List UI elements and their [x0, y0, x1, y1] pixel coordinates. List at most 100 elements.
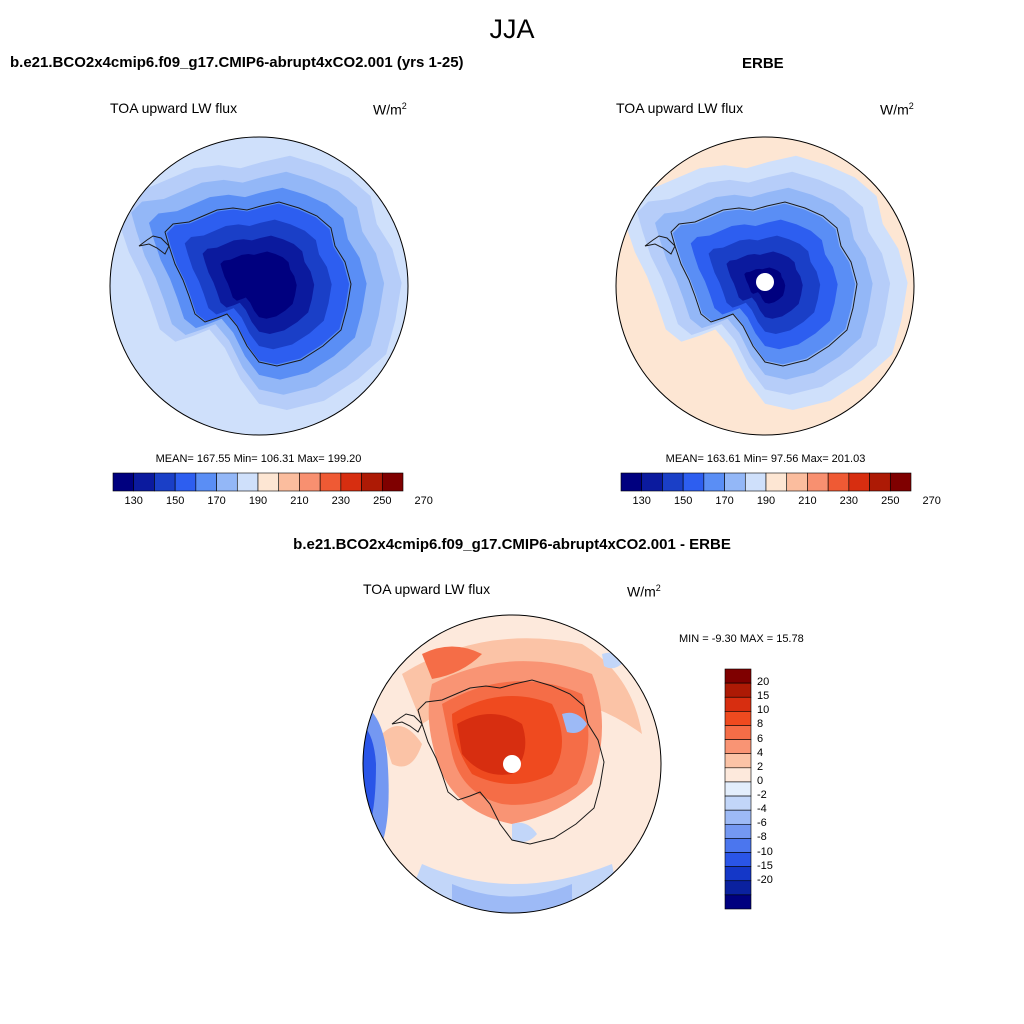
colorbar-box	[744, 472, 767, 492]
model-case-title: b.e21.BCO2x4cmip6.f09_g17.CMIP6-abrupt4x…	[10, 54, 464, 71]
colorbar-tick-label: 270	[414, 495, 433, 507]
colorbar-box	[340, 472, 362, 492]
colorbar-box	[620, 472, 643, 492]
obs-units: W/m2	[880, 101, 914, 118]
obs-colorbar	[620, 472, 912, 492]
colorbar-box	[724, 838, 752, 853]
colorbar-box	[216, 472, 238, 492]
colorbar-box	[889, 472, 912, 492]
colorbar-tick-label: 250	[881, 495, 900, 507]
colorbar-tick-label: -20	[757, 873, 773, 886]
colorbar-box	[724, 668, 752, 684]
obs-field-label: TOA upward LW flux	[616, 100, 744, 116]
colorbar-tick-label: 250	[373, 495, 392, 507]
colorbar-tick-label: 190	[756, 495, 776, 507]
colorbar-tick-label: 10	[757, 704, 770, 717]
colorbar-box	[807, 472, 829, 492]
diff-warm-region	[422, 646, 482, 679]
colorbar-tick-label: 4	[757, 746, 764, 759]
colorbar-box	[174, 472, 197, 492]
colorbar-box	[848, 472, 870, 492]
colorbar-box	[682, 472, 705, 492]
obs-case-title: ERBE	[742, 55, 784, 72]
colorbar-box	[278, 472, 300, 492]
colorbar-tick-label: 20	[757, 676, 770, 689]
colorbar-box	[724, 894, 752, 910]
colorbar-box	[724, 809, 752, 825]
model-colorbar	[112, 472, 404, 492]
pole-mask	[756, 273, 774, 291]
colorbar-tick-label: 6	[757, 732, 764, 745]
peninsula-coast	[391, 713, 423, 733]
model-stats: MEAN= 167.55 Min= 106.31 Max= 199.20	[155, 453, 362, 465]
colorbar-box	[724, 725, 752, 740]
colorbar-box	[195, 472, 217, 492]
map-border	[109, 136, 409, 436]
colorbar-tick-label: 150	[673, 495, 693, 507]
colorbar-box	[319, 472, 342, 492]
colorbar-tick-label: -15	[757, 859, 773, 872]
diff-stats: MIN = -9.30 MAX = 15.78	[679, 633, 804, 645]
colorbar-tick-label: -6	[757, 817, 767, 830]
colorbar-box	[724, 472, 746, 492]
colorbar-tick-label: -10	[757, 845, 773, 858]
obs-stats: MEAN= 163.61 Min= 97.56 Max= 201.03	[665, 453, 866, 465]
colorbar-tick-label: 230	[839, 495, 859, 507]
colorbar-box	[154, 472, 176, 492]
colorbar-box	[361, 472, 383, 492]
colorbar-box	[724, 866, 752, 882]
model-polar-map	[109, 136, 409, 436]
map-contour-band	[220, 251, 297, 319]
colorbar-box	[724, 795, 752, 811]
colorbar-box	[724, 711, 752, 726]
diff-field-label: TOA upward LW flux	[363, 581, 491, 597]
colorbar-box	[381, 472, 404, 492]
colorbar-tick-label: 230	[331, 495, 351, 507]
colorbar-box	[724, 739, 752, 755]
coastline	[670, 201, 858, 367]
colorbar-box	[641, 472, 663, 492]
colorbar-tick-label: 190	[248, 495, 268, 507]
colorbar-tick-label: 170	[207, 495, 226, 507]
diff-case-title: b.e21.BCO2x4cmip6.f09_g17.CMIP6-abrupt4x…	[293, 536, 731, 553]
model-field-label: TOA upward LW flux	[110, 100, 238, 116]
colorbar-tick-label: 150	[165, 495, 185, 507]
colorbar-box	[724, 682, 752, 698]
colorbar-box	[257, 472, 280, 492]
colorbar-box	[869, 472, 891, 492]
colorbar-tick-label: 8	[757, 718, 764, 731]
colorbar-box	[299, 472, 321, 492]
coastline	[164, 201, 352, 367]
colorbar-tick-label: 210	[290, 495, 309, 507]
colorbar-tick-label: 210	[798, 495, 817, 507]
peninsula-coast	[644, 235, 676, 255]
colorbar-box	[724, 880, 752, 896]
colorbar-box	[724, 823, 752, 839]
diff-cool-region	[562, 712, 587, 733]
colorbar-tick-label: -8	[757, 831, 767, 844]
colorbar-tick-label: -4	[757, 803, 767, 816]
colorbar-box	[133, 472, 155, 492]
colorbar-tick-label: 2	[757, 760, 764, 773]
diff-cool-region	[512, 822, 537, 842]
diff-warm-region	[382, 726, 422, 767]
colorbar-box	[724, 852, 752, 867]
model-units: W/m2	[373, 101, 407, 118]
colorbar-tick-label: -2	[757, 789, 767, 802]
coastline	[417, 679, 605, 845]
colorbar-box	[786, 472, 808, 492]
colorbar-tick-label: 15	[757, 690, 770, 703]
colorbar-tick-label: 0	[757, 774, 764, 787]
colorbar-box	[236, 472, 259, 492]
diff-cool-region	[452, 884, 572, 913]
diff-polar-map	[362, 614, 662, 914]
map-border	[362, 614, 662, 914]
diff-units: W/m2	[627, 583, 661, 600]
pole-mask	[503, 755, 521, 773]
colorbar-box	[765, 472, 788, 492]
colorbar-tick-label: 170	[715, 495, 734, 507]
colorbar-tick-label: 130	[124, 495, 143, 507]
colorbar-box	[703, 472, 725, 492]
colorbar-box	[724, 781, 752, 797]
colorbar-box	[112, 472, 135, 492]
